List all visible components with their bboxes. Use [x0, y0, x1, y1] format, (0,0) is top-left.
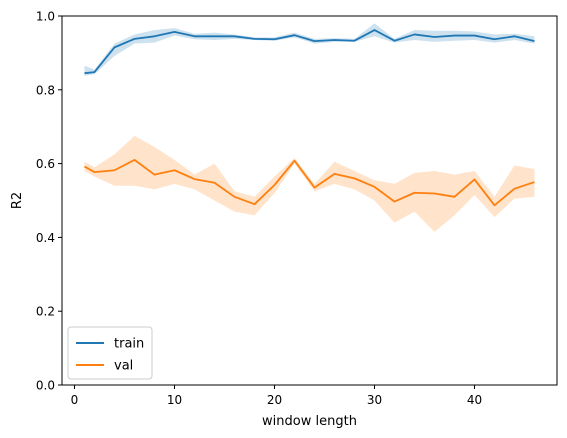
series-line-train [84, 29, 535, 75]
y-tick-label: 0.4 [36, 231, 55, 245]
y-tick-label: 0.2 [36, 305, 55, 319]
axis-labels: window length R2 [10, 192, 357, 429]
y-tick-label: 1.0 [36, 10, 55, 24]
plot-frame [61, 15, 558, 386]
y-tick-label: 0.8 [36, 83, 55, 97]
y-axis-label: R2 [10, 192, 25, 209]
legend-label-val: val [114, 359, 133, 374]
ci-band-train [84, 23, 535, 76]
x-tick-label: 40 [467, 393, 482, 407]
series-lines [84, 29, 535, 207]
y-tick-label: 0.6 [36, 157, 55, 171]
x-tick-label: 30 [367, 393, 382, 407]
x-tick-label: 20 [267, 393, 282, 407]
legend-label-train: train [114, 337, 144, 352]
x-tick-label: 0 [71, 393, 79, 407]
x-axis-label: window length [262, 414, 357, 429]
x-tick-label: 10 [167, 393, 182, 407]
confidence-bands [84, 23, 535, 232]
series-line-val [84, 159, 535, 207]
ci-band-val [84, 135, 535, 232]
y-tick-label: 0.0 [36, 379, 55, 393]
legend: train val [67, 326, 153, 380]
legend-box [67, 326, 153, 380]
axes: 0 10 20 30 40 0.0 0.2 0.4 0.6 0.8 1.0 [36, 10, 558, 407]
